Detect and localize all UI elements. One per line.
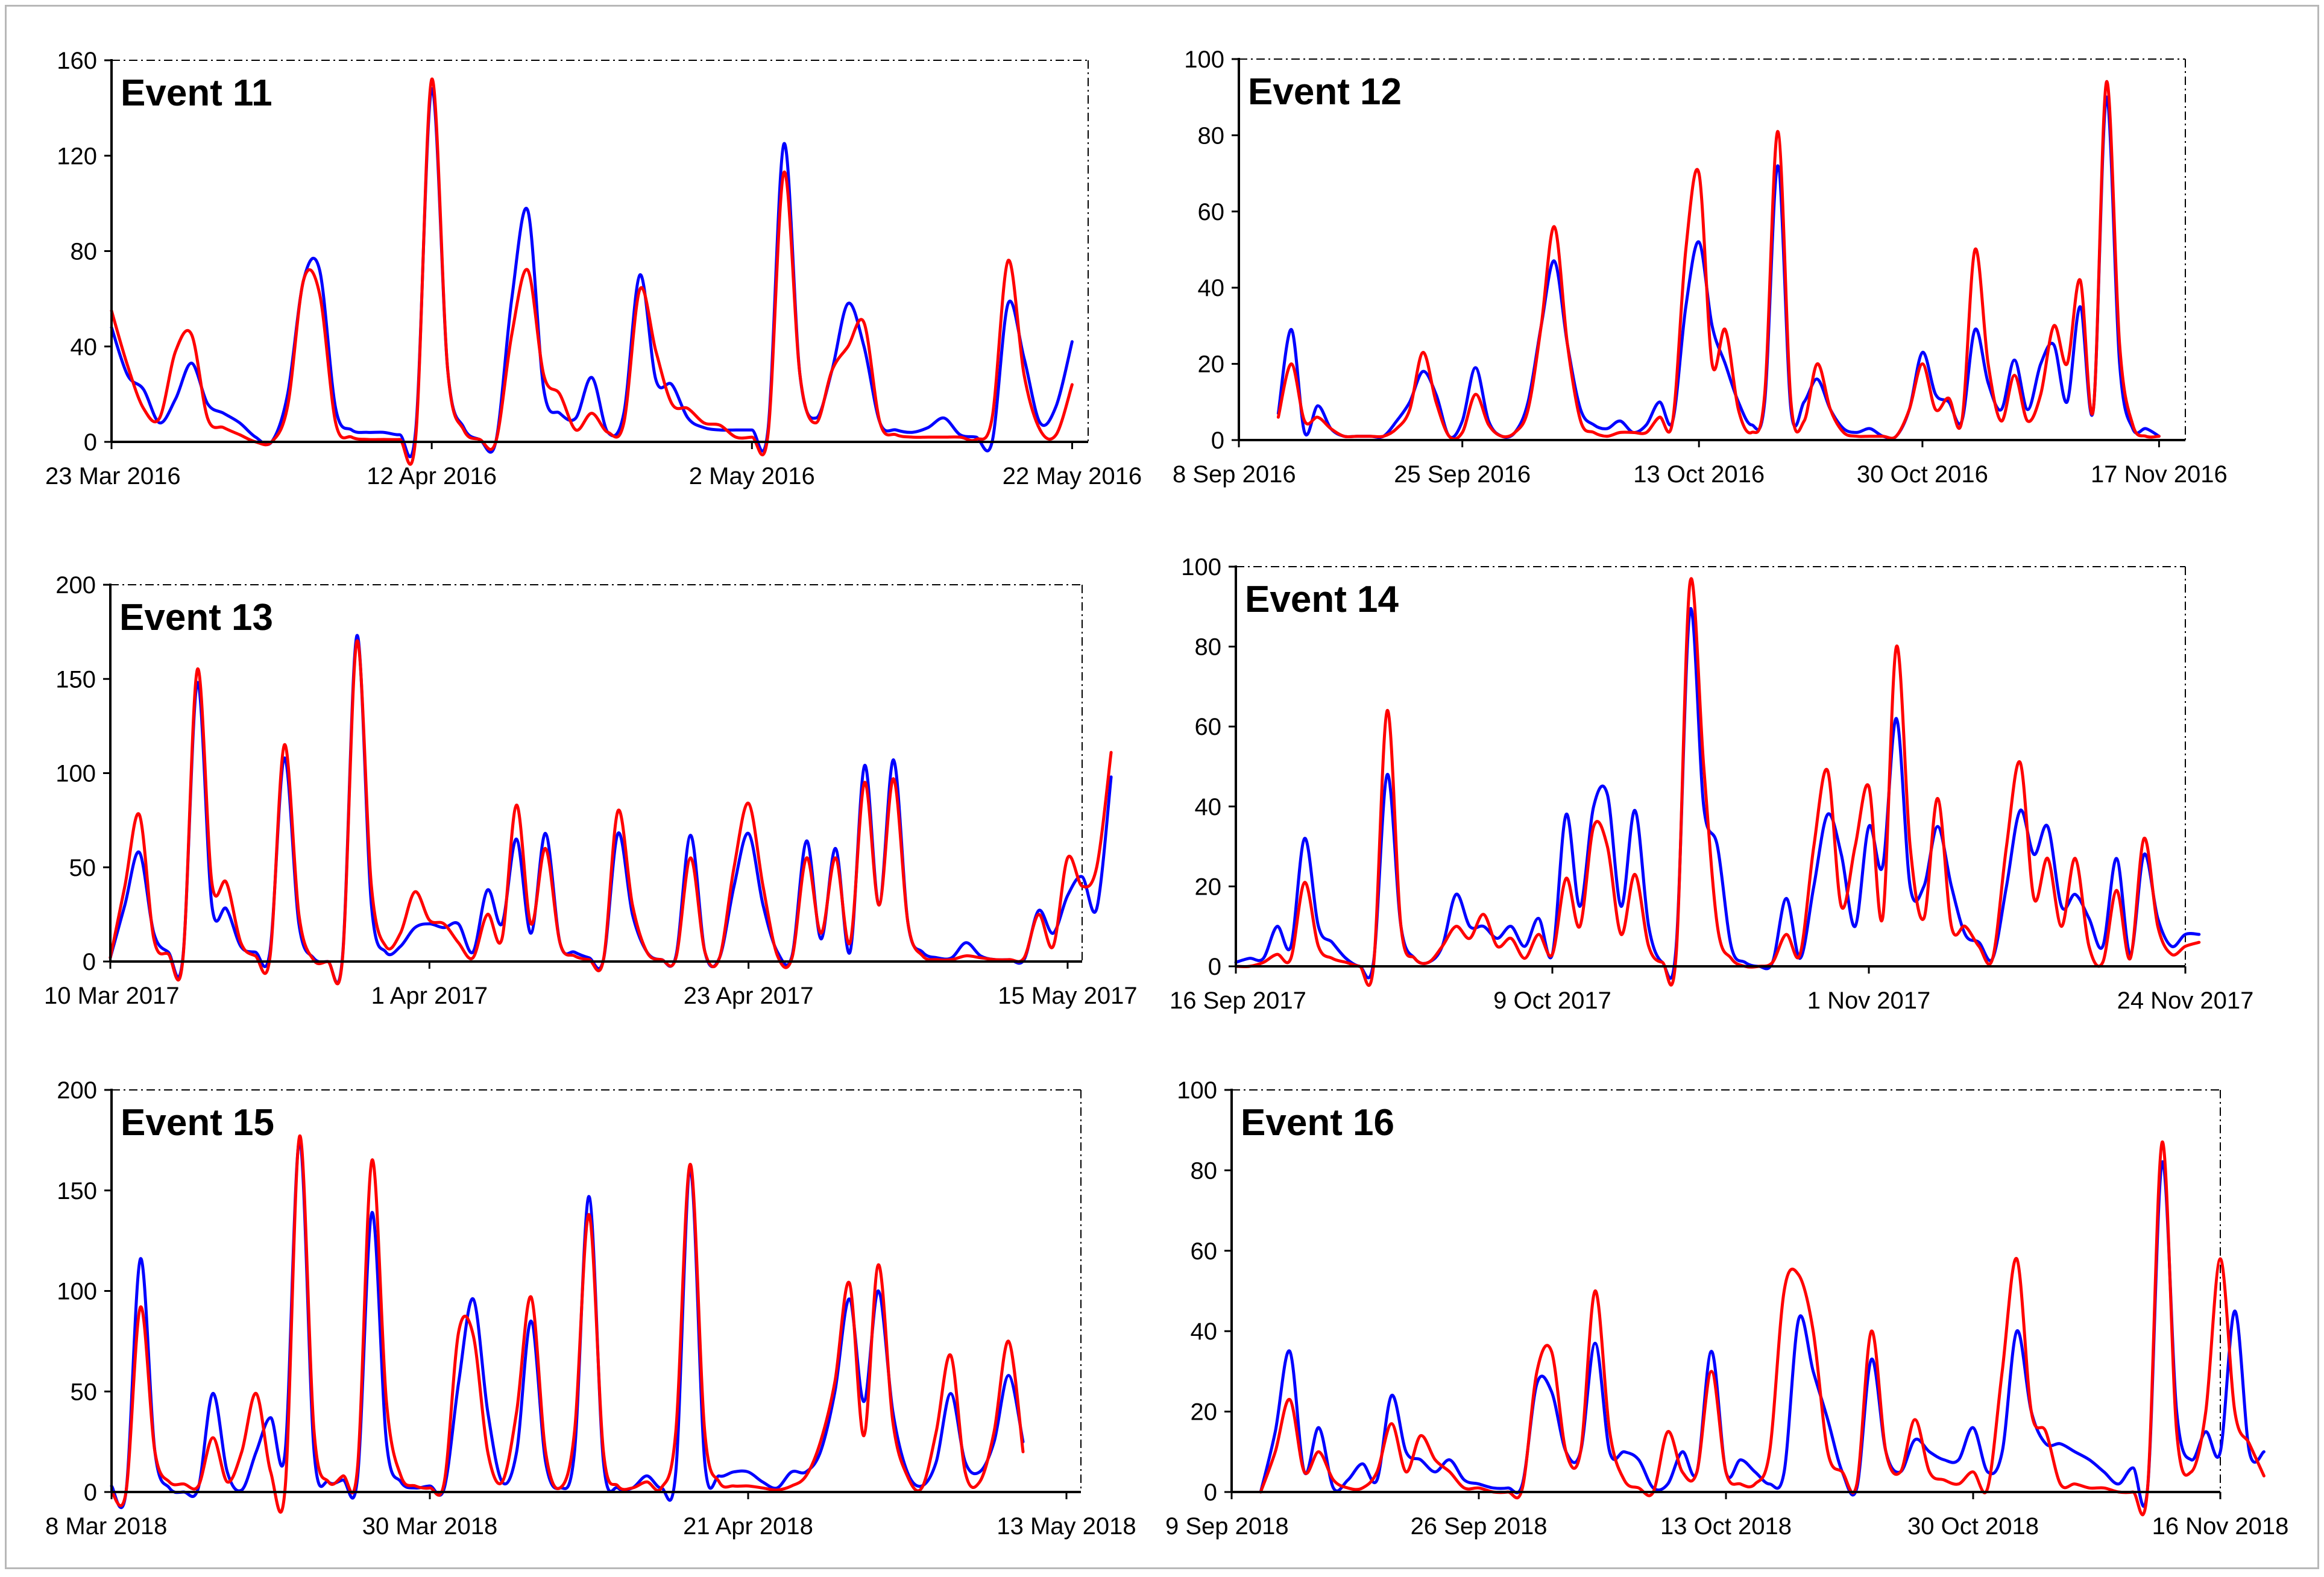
y-tick-label: 0 <box>84 429 97 456</box>
x-tick-label: 9 Sep 2018 <box>1165 1513 1289 1540</box>
chart-panel-3: 0 50 100 150 200 10 Mar 2017 1 Apr 2017 23 Apr … <box>44 572 1138 1009</box>
x-tick-label: 22 May 2016 <box>1003 463 1142 489</box>
chart-title: Event 14 <box>1245 579 1399 620</box>
x-tick-label: 25 Sep 2016 <box>1394 461 1531 488</box>
y-tick-label: 160 <box>57 48 97 74</box>
x-tick-label: 16 Nov 2018 <box>2152 1513 2289 1540</box>
y-tick-label: 100 <box>1184 46 1224 73</box>
y-tick-label: 80 <box>1191 1157 1218 1184</box>
y-tick-label: 20 <box>1195 873 1222 900</box>
x-tick-label: 1 Apr 2017 <box>371 983 488 1009</box>
y-tick-label: 80 <box>1198 122 1225 149</box>
chart-title: Event 12 <box>1248 71 1402 113</box>
y-tick-label: 100 <box>55 761 96 787</box>
x-tick-label: 30 Oct 2016 <box>1857 461 1988 488</box>
series-red-line <box>1234 577 2201 987</box>
x-tick-label: 8 Sep 2016 <box>1173 461 1296 488</box>
x-tick-label: 13 May 2018 <box>997 1513 1136 1540</box>
y-tick-label: 0 <box>83 949 96 975</box>
x-tick-label: 13 Oct 2018 <box>1660 1513 1792 1540</box>
y-tick-label: 100 <box>1177 1077 1217 1104</box>
x-tick-label: 23 Apr 2017 <box>684 983 814 1009</box>
x-tick-label: 17 Nov 2016 <box>2091 461 2228 488</box>
y-tick-label: 40 <box>1195 794 1222 820</box>
x-tick-label: 15 May 2017 <box>998 983 1137 1009</box>
y-tick-label: 100 <box>1181 554 1221 581</box>
y-tick-label: 60 <box>1195 714 1222 740</box>
y-tick-label: 150 <box>55 666 96 693</box>
chart-title: Event 11 <box>121 72 272 114</box>
x-tick-label: 13 Oct 2016 <box>1633 461 1765 488</box>
chart-title: Event 16 <box>1241 1102 1394 1144</box>
y-tick-label: 0 <box>1211 427 1224 454</box>
series-red-line <box>110 78 1074 466</box>
x-tick-label: 24 Nov 2017 <box>2117 987 2254 1014</box>
y-tick-label: 60 <box>1191 1238 1218 1265</box>
y-tick-label: 0 <box>1204 1479 1217 1506</box>
y-tick-label: 40 <box>71 334 98 360</box>
x-tick-label: 8 Mar 2018 <box>45 1513 167 1540</box>
y-tick-label: 40 <box>1191 1318 1218 1345</box>
x-tick-label: 1 Nov 2017 <box>1807 987 1931 1014</box>
figure-frame <box>5 5 2319 1569</box>
y-tick-label: 200 <box>57 1077 97 1104</box>
y-tick-label: 150 <box>57 1178 97 1204</box>
y-tick-label: 80 <box>1195 634 1222 661</box>
x-tick-label: 23 Mar 2016 <box>45 463 181 489</box>
chart-panel-2: 0 20 40 60 80 100 8 Sep 2016 25 Sep 2016 13 Oct … <box>1173 46 2228 488</box>
y-tick-label: 0 <box>84 1479 97 1506</box>
y-tick-label: 50 <box>71 1379 98 1405</box>
y-tick-label: 200 <box>55 572 96 599</box>
chart-panel-5: 0 50 100 150 200 8 Mar 2018 30 Mar 2018 21 Apr … <box>45 1077 1136 1540</box>
x-tick-label: 10 Mar 2017 <box>44 983 180 1009</box>
y-tick-label: 80 <box>71 239 98 265</box>
y-tick-label: 40 <box>1198 275 1225 301</box>
x-tick-label: 16 Sep 2017 <box>1170 987 1306 1014</box>
x-tick-label: 30 Mar 2018 <box>362 1513 498 1540</box>
x-tick-label: 26 Sep 2018 <box>1411 1513 1548 1540</box>
x-tick-label: 30 Oct 2018 <box>1907 1513 2039 1540</box>
x-tick-label: 12 Apr 2016 <box>367 463 497 489</box>
y-tick-label: 60 <box>1198 199 1225 225</box>
series-red-line <box>1259 1141 2266 1517</box>
y-tick-label: 50 <box>69 855 96 881</box>
series-red-line <box>110 1135 1025 1514</box>
y-tick-label: 20 <box>1198 351 1225 378</box>
chart-panel-6: 0 20 40 60 80 100 9 Sep 2018 26 Sep 2018 13 Oct … <box>1165 1077 2288 1540</box>
y-tick-label: 100 <box>57 1279 97 1305</box>
series-blue-line <box>1276 95 2161 440</box>
x-tick-label: 21 Apr 2018 <box>683 1513 813 1540</box>
y-tick-label: 120 <box>57 143 97 169</box>
series-blue-line <box>1259 1160 2266 1508</box>
x-tick-label: 2 May 2016 <box>689 463 815 489</box>
y-tick-label: 20 <box>1191 1399 1218 1426</box>
y-tick-label: 0 <box>1208 954 1221 980</box>
chart-panel-1: 0 40 80 120 160 23 Mar 2016 12 Apr 2016 2 May 2… <box>45 48 1142 489</box>
chart-title: Event 15 <box>121 1102 274 1144</box>
chart-title: Event 13 <box>119 597 273 638</box>
series-red-line <box>109 639 1113 986</box>
x-tick-label: 9 Oct 2017 <box>1493 987 1611 1014</box>
chart-panel-4: 0 20 40 60 80 100 16 Sep 2017 9 Oct 2017 1 Nov 2… <box>1170 554 2253 1014</box>
